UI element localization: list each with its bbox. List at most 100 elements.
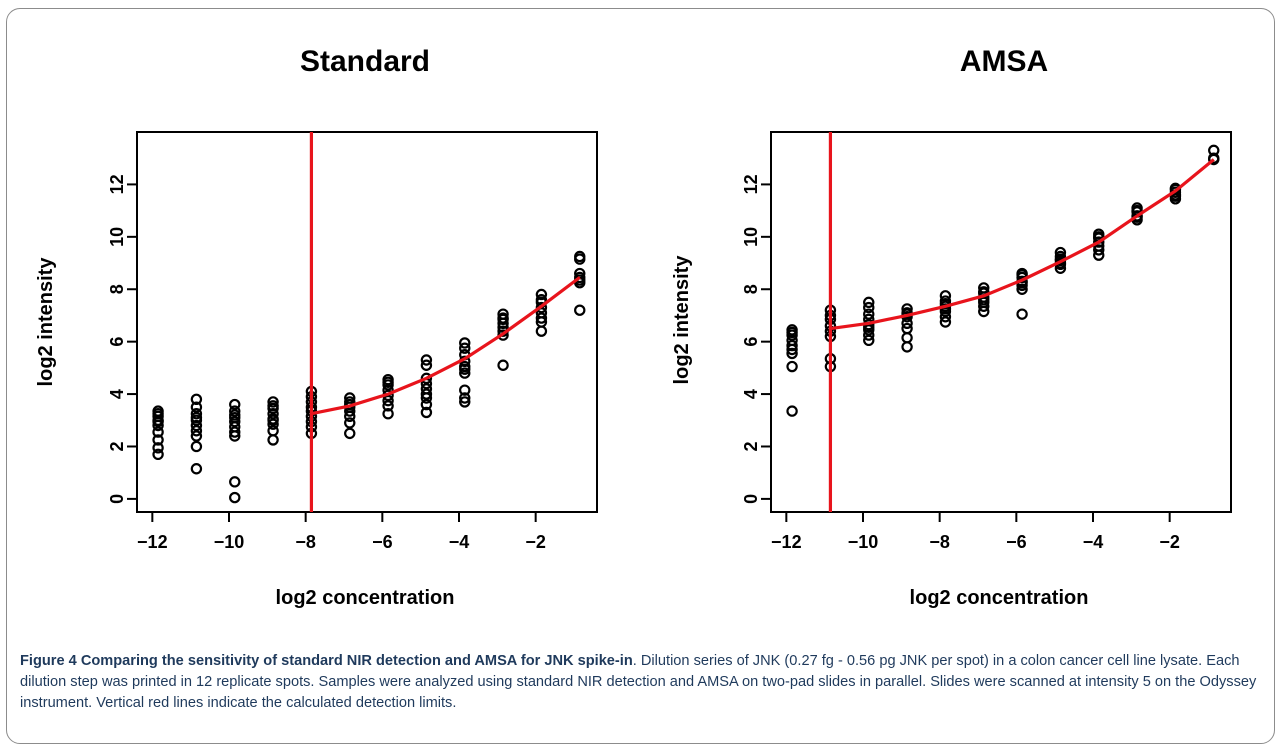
x-tick-label: −6 bbox=[1006, 532, 1027, 552]
data-points bbox=[152, 250, 586, 504]
plot-area-border bbox=[136, 131, 598, 513]
data-point bbox=[267, 418, 279, 430]
data-point bbox=[901, 341, 913, 353]
data-point bbox=[229, 415, 241, 428]
y-tick-label: 6 bbox=[741, 337, 761, 347]
caption-title: Comparing the sensitivity of standard NI… bbox=[80, 653, 633, 669]
x-axis-label: log2 concentration bbox=[910, 587, 1089, 609]
data-point bbox=[901, 303, 913, 315]
data-point bbox=[497, 313, 509, 326]
data-point bbox=[190, 419, 203, 432]
data-point bbox=[1016, 308, 1028, 320]
data-point bbox=[863, 296, 875, 309]
data-point bbox=[267, 400, 279, 412]
data-point bbox=[459, 384, 471, 396]
x-tick-label: −10 bbox=[214, 532, 245, 552]
chart-standard: Standard −12 −10 −8 −6 −4 −2 0 2 4 6 8 10 12 log2 co… bbox=[10, 20, 630, 630]
data-point bbox=[939, 311, 952, 323]
y-tick-label: 2 bbox=[107, 441, 127, 451]
y-tick-label: 12 bbox=[741, 174, 761, 194]
x-tick-label: −12 bbox=[771, 532, 802, 552]
data-point bbox=[535, 288, 548, 301]
data-point bbox=[229, 409, 241, 421]
data-point bbox=[382, 376, 394, 388]
y-tick-label: 4 bbox=[107, 389, 127, 399]
data-point bbox=[267, 396, 279, 408]
data-point bbox=[535, 301, 548, 314]
data-point bbox=[459, 337, 471, 349]
data-point bbox=[1054, 246, 1067, 259]
x-tick-label: −6 bbox=[372, 532, 393, 552]
data-point bbox=[267, 414, 279, 426]
data-point bbox=[152, 448, 164, 461]
y-axis-label: log2 intensity bbox=[671, 255, 693, 385]
x-axis-label: log2 concentration bbox=[276, 587, 455, 609]
chart-amsa-svg: AMSA −12 −10 −8 −6 −4 −2 0 2 4 6 8 10 12 log2 concen… bbox=[671, 45, 1232, 609]
y-tick-label: 6 bbox=[107, 337, 127, 347]
y-tick-label: 4 bbox=[741, 389, 761, 399]
data-point bbox=[863, 308, 875, 320]
y-tick-label: 10 bbox=[741, 227, 761, 247]
data-point bbox=[382, 394, 394, 407]
y-tick-label: 2 bbox=[741, 441, 761, 451]
data-point bbox=[190, 401, 203, 413]
data-point bbox=[786, 339, 798, 352]
data-point bbox=[497, 359, 509, 371]
data-point bbox=[229, 398, 241, 411]
data-point bbox=[459, 396, 471, 408]
x-tick-label: −4 bbox=[449, 532, 470, 552]
data-point bbox=[459, 342, 471, 354]
y-tick-label: 10 bbox=[107, 227, 127, 247]
data-point bbox=[152, 426, 164, 438]
data-point bbox=[574, 304, 586, 316]
data-point bbox=[459, 367, 471, 379]
data-point bbox=[190, 430, 203, 442]
data-point bbox=[420, 388, 433, 400]
data-point bbox=[420, 398, 433, 411]
data-point bbox=[786, 326, 798, 339]
x-tick-label: −8 bbox=[929, 532, 950, 552]
data-point bbox=[1208, 153, 1220, 166]
data-point bbox=[190, 440, 203, 453]
chart-standard-svg: Standard −12 −10 −8 −6 −4 −2 0 2 4 6 8 10 12 log2 co… bbox=[35, 45, 598, 609]
data-point bbox=[939, 290, 952, 302]
figure-frame bbox=[6, 8, 1275, 744]
data-point bbox=[267, 425, 279, 437]
data-point bbox=[786, 360, 798, 373]
x-tick-label: −10 bbox=[848, 532, 879, 552]
x-tick-label: −12 bbox=[137, 532, 168, 552]
data-points bbox=[786, 144, 1220, 417]
data-point bbox=[152, 442, 164, 454]
data-point bbox=[344, 427, 356, 440]
data-point bbox=[901, 332, 913, 344]
y-tick-label: 0 bbox=[107, 494, 127, 504]
data-point bbox=[229, 430, 241, 442]
fit-line bbox=[311, 276, 581, 416]
data-point bbox=[420, 372, 433, 385]
x-tick-label: −8 bbox=[295, 532, 316, 552]
data-point bbox=[978, 305, 990, 318]
data-point bbox=[1169, 183, 1182, 196]
data-point bbox=[267, 434, 279, 446]
data-point bbox=[786, 405, 798, 417]
data-point bbox=[497, 317, 509, 330]
data-point bbox=[786, 343, 798, 356]
axis-ticks: −12 −10 −8 −6 −4 −2 0 2 4 6 8 10 12 bbox=[107, 174, 546, 552]
y-axis-label: log2 intensity bbox=[35, 257, 57, 387]
data-point bbox=[190, 393, 203, 406]
chart-title: AMSA bbox=[960, 45, 1048, 78]
data-point bbox=[420, 359, 433, 371]
y-tick-label: 12 bbox=[107, 174, 127, 194]
data-point bbox=[863, 301, 875, 314]
figure-caption: Figure 4 Comparing the sensitivity of st… bbox=[20, 651, 1265, 714]
y-tick-label: 8 bbox=[741, 284, 761, 294]
data-point bbox=[190, 425, 203, 437]
caption-figure-label: Figure 4 bbox=[20, 653, 77, 669]
fit-line bbox=[830, 158, 1215, 331]
data-point bbox=[863, 334, 875, 347]
data-point bbox=[229, 405, 241, 417]
data-point bbox=[152, 434, 164, 446]
data-point bbox=[152, 419, 164, 432]
data-point bbox=[344, 417, 356, 429]
data-point bbox=[267, 408, 279, 420]
